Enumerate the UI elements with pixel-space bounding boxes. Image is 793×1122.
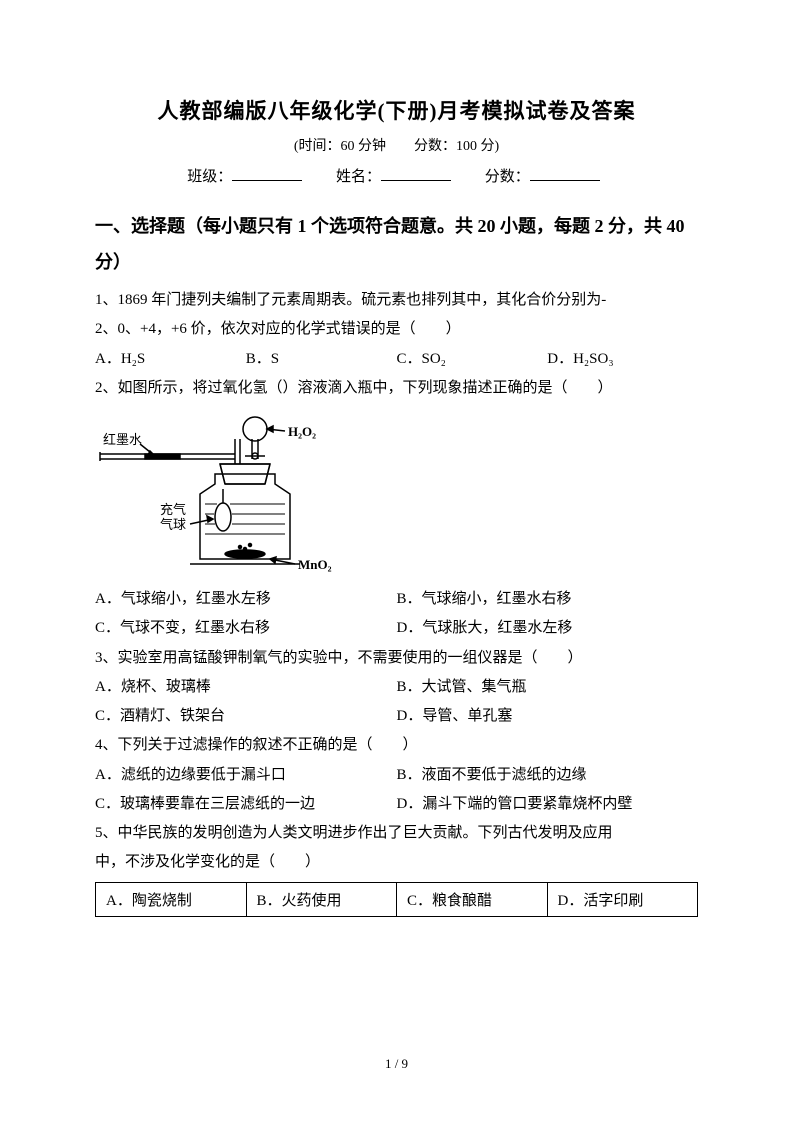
q5-opt-b[interactable]: B．火药使用 — [246, 882, 397, 916]
name-blank[interactable] — [381, 165, 451, 181]
q3-options-row2: C．酒精灯、铁架台 D．导管、单孔塞 — [95, 702, 698, 731]
q2-opt-d[interactable]: D．气球胀大，红墨水左移 — [397, 614, 699, 643]
label-balloon-l2: 气球 — [160, 517, 186, 532]
q4-opt-c[interactable]: C．玻璃棒要靠在三层滤纸的一边 — [95, 790, 397, 819]
q1-line1: 1、1869 年门捷列夫编制了元素周期表。硫元素也排列其中，其化合价分别为- — [95, 286, 698, 315]
q4-opt-a[interactable]: A．滤纸的边缘要低于漏斗口 — [95, 761, 397, 790]
class-label: 班级： — [187, 169, 232, 185]
class-blank[interactable] — [232, 165, 302, 181]
q4-opt-d[interactable]: D．漏斗下端的管口要紧靠烧杯内壁 — [397, 790, 699, 819]
q3-opt-d[interactable]: D．导管、单孔塞 — [397, 702, 699, 731]
q1-line2: 2、0、+4，+6 价，依次对应的化学式错误的是（ ） — [95, 315, 698, 344]
q1-opt-b[interactable]: B．S — [246, 345, 397, 374]
q4-opt-b[interactable]: B．液面不要低于滤纸的边缘 — [397, 761, 699, 790]
score-blank[interactable] — [530, 165, 600, 181]
apparatus-svg: 红墨水 充气 气球 H₂O₂ MnO₂ — [95, 409, 345, 579]
q5-opt-c[interactable]: C．粮食酿醋 — [397, 882, 548, 916]
label-balloon-l1: 充气 — [160, 502, 186, 517]
q2-line: 2、如图所示，将过氧化氢（）溶液滴入瓶中，下列现象描述正确的是（ ） — [95, 374, 698, 403]
student-info-line: 班级： 姓名： 分数： — [95, 165, 698, 186]
q2-opt-c[interactable]: C．气球不变，红墨水右移 — [95, 614, 397, 643]
q2-options-row2: C．气球不变，红墨水右移 D．气球胀大，红墨水左移 — [95, 614, 698, 643]
q2-opt-a[interactable]: A．气球缩小，红墨水左移 — [95, 585, 397, 614]
section-1-heading: 一、选择题（每小题只有 1 个选项符合题意。共 20 小题，每题 2 分，共 4… — [95, 208, 698, 280]
q1-opt-a[interactable]: A．H₂S — [95, 345, 246, 374]
q3-line: 3、实验室用高锰酸钾制氧气的实验中，不需要使用的一组仪器是（ ） — [95, 644, 698, 673]
exam-meta: (时间：60 分钟 分数：100 分) — [95, 135, 698, 155]
q5-opt-a[interactable]: A．陶瓷烧制 — [96, 882, 247, 916]
q3-opt-c[interactable]: C．酒精灯、铁架台 — [95, 702, 397, 731]
q4-options-row1: A．滤纸的边缘要低于漏斗口 B．液面不要低于滤纸的边缘 — [95, 761, 698, 790]
q4-options-row2: C．玻璃棒要靠在三层滤纸的一边 D．漏斗下端的管口要紧靠烧杯内壁 — [95, 790, 698, 819]
name-label: 姓名： — [336, 169, 381, 185]
label-mno2: MnO₂ — [298, 557, 332, 572]
page-number: 1 / 9 — [0, 1056, 793, 1072]
label-red-ink: 红墨水 — [103, 432, 142, 447]
q1-opt-d[interactable]: D．H₂SO₃ — [547, 345, 698, 374]
q5-line2: 中，不涉及化学变化的是（ ） — [95, 848, 698, 877]
label-h2o2: H₂O₂ — [288, 424, 316, 439]
q4-line: 4、下列关于过滤操作的叙述不正确的是（ ） — [95, 731, 698, 760]
score-label: 分数： — [485, 169, 530, 185]
q2-diagram: 红墨水 充气 气球 H₂O₂ MnO₂ — [95, 409, 698, 579]
q5-line1: 5、中华民族的发明创造为人类文明进步作出了巨大贡献。下列古代发明及应用 — [95, 819, 698, 848]
q5-opt-d[interactable]: D．活字印刷 — [547, 882, 698, 916]
q3-opt-a[interactable]: A．烧杯、玻璃棒 — [95, 673, 397, 702]
q2-options-row1: A．气球缩小，红墨水左移 B．气球缩小，红墨水右移 — [95, 585, 698, 614]
q1-options: A．H₂S B．S C．SO₂ D．H₂SO₃ — [95, 345, 698, 374]
q3-opt-b[interactable]: B．大试管、集气瓶 — [397, 673, 699, 702]
q3-options-row1: A．烧杯、玻璃棒 B．大试管、集气瓶 — [95, 673, 698, 702]
exam-title: 人教部编版八年级化学(下册)月考模拟试卷及答案 — [95, 95, 698, 125]
page: 人教部编版八年级化学(下册)月考模拟试卷及答案 (时间：60 分钟 分数：100… — [0, 0, 793, 1122]
q1-opt-c[interactable]: C．SO₂ — [397, 345, 548, 374]
q5-options-table: A．陶瓷烧制 B．火药使用 C．粮食酿醋 D．活字印刷 — [95, 882, 698, 917]
q2-opt-b[interactable]: B．气球缩小，红墨水右移 — [397, 585, 699, 614]
